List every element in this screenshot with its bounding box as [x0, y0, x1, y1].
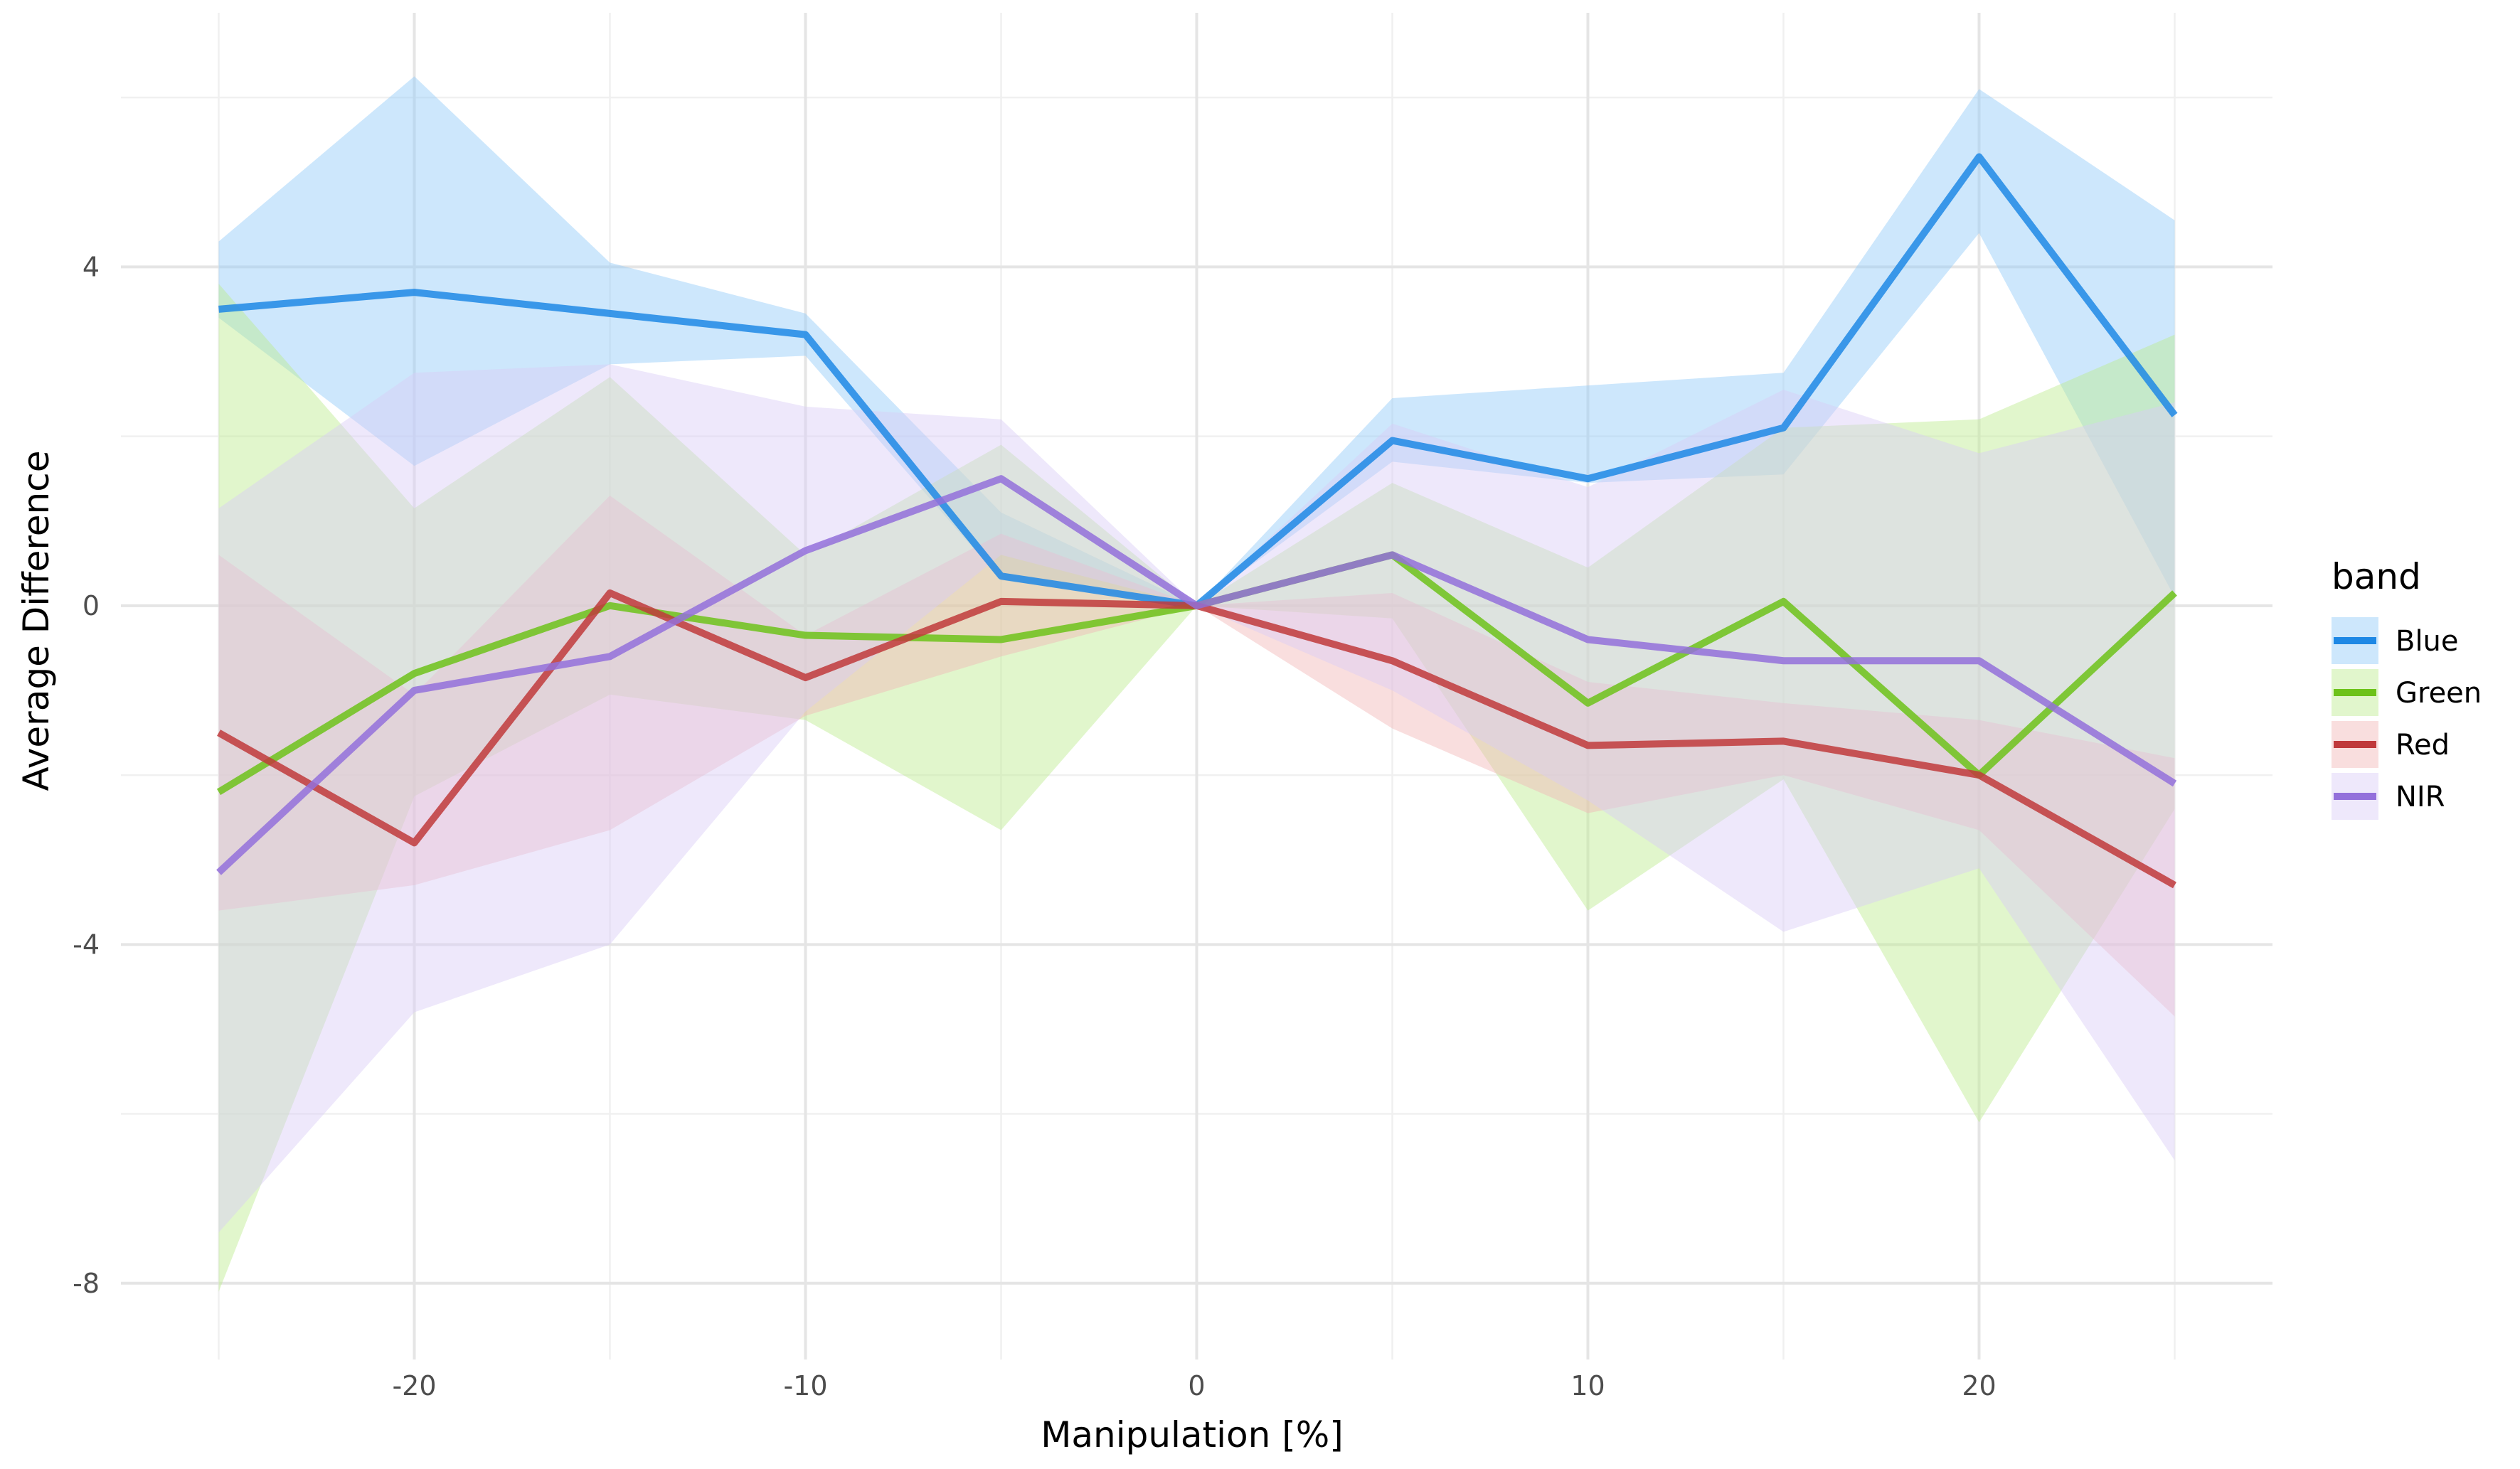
x-axis-ticks: -20 -10 0 10 20 [392, 1370, 1996, 1401]
x-axis-title: Manipulation [%] [1041, 1414, 1344, 1455]
y-axis-title: Average Difference [16, 451, 57, 791]
legend-item-red: Red [2332, 721, 2450, 768]
legend-items: Blue Green Red NIR [2332, 617, 2482, 820]
y-tick-label: -4 [73, 929, 100, 960]
x-tick-label: 0 [1188, 1370, 1205, 1401]
legend-label: Green [2396, 677, 2482, 710]
legend-title: band [2332, 556, 2421, 597]
y-tick-label: -8 [73, 1268, 100, 1299]
y-axis-ticks: -8 -4 0 4 [73, 251, 100, 1298]
x-tick-label: 10 [1570, 1370, 1605, 1401]
ribbons [218, 76, 2175, 1292]
x-tick-label: -10 [783, 1370, 827, 1401]
legend-item-green: Green [2332, 669, 2482, 716]
legend-label: Red [2396, 729, 2450, 762]
series-line-nir [216, 475, 2177, 875]
x-tick-label: -20 [392, 1370, 436, 1401]
ribbon-green [218, 284, 2175, 1292]
legend-label: NIR [2396, 781, 2445, 813]
legend-item-nir: NIR [2332, 773, 2445, 820]
y-tick-label: 4 [83, 251, 100, 282]
y-tick-label: 0 [83, 590, 100, 621]
ribbon-nir [218, 364, 2175, 1233]
legend-label: Blue [2396, 625, 2459, 658]
legend-item-blue: Blue [2332, 617, 2459, 664]
x-tick-label: 20 [1962, 1370, 1996, 1401]
ribbon-blue [218, 76, 2175, 606]
ribbon-red [218, 495, 2175, 1017]
series-lines [216, 153, 2178, 889]
legend: band Blue Green Red NIR [2332, 556, 2482, 820]
